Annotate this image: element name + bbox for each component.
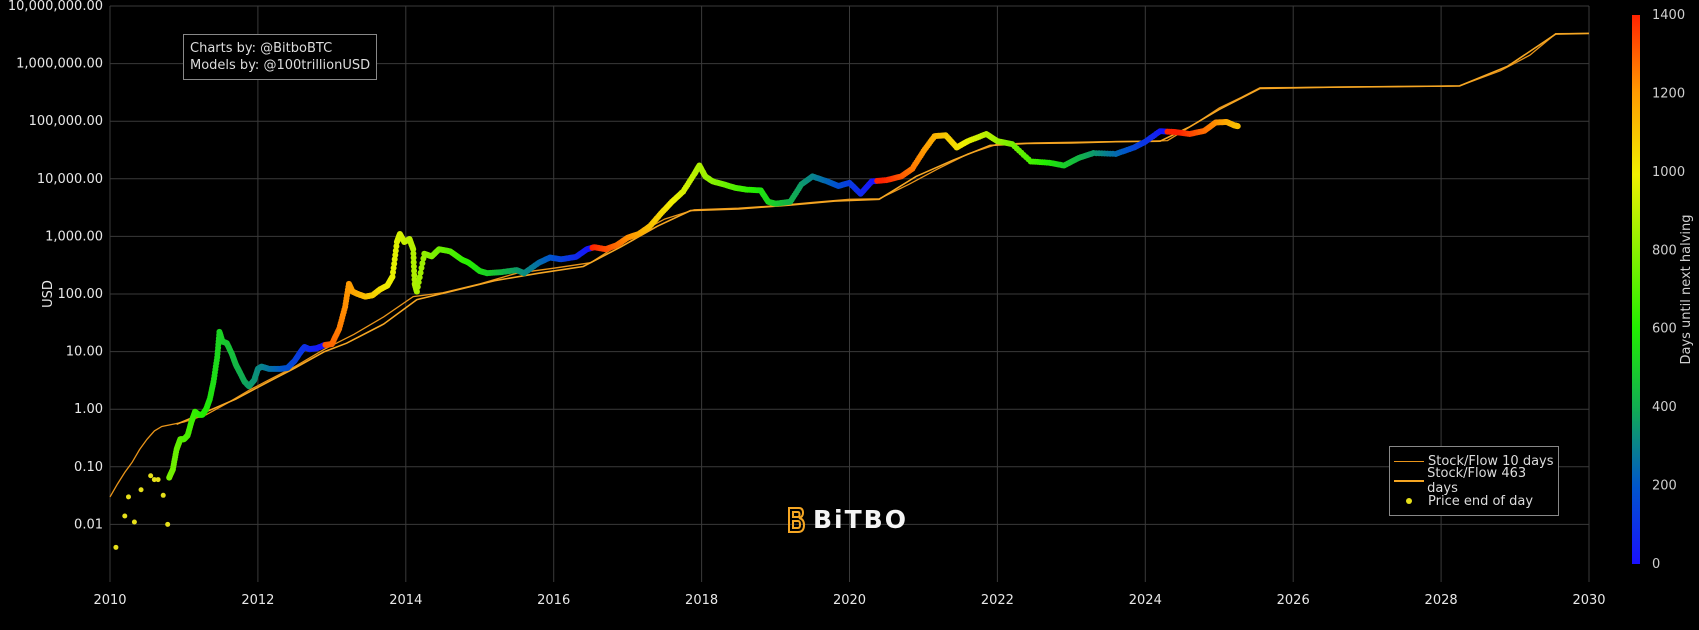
legend: Stock/Flow 10 days Stock/Flow 463 days P… (1389, 446, 1559, 516)
price-point[interactable] (418, 264, 425, 271)
colorbar: 0 200 400 600 800 1000 1200 1400 Days until next… (1632, 8, 1694, 572)
price-point[interactable] (155, 477, 161, 483)
y-tick-label: 1.00 (74, 402, 103, 417)
plot-area[interactable] (109, 32, 1590, 550)
x-tick-label: 2024 (1129, 593, 1162, 608)
price-point[interactable] (113, 544, 119, 550)
price-point[interactable] (410, 250, 417, 257)
y-tick-label: 100.00 (58, 287, 104, 302)
y-axis-title: USD (41, 280, 56, 308)
legend-item-price[interactable]: Price end of day (1390, 491, 1558, 511)
y-tick-label: 10,000,000.00 (8, 0, 103, 14)
colorbar-gradient (1632, 15, 1640, 564)
price-point[interactable] (138, 487, 144, 493)
x-tick-label: 2028 (1425, 593, 1458, 608)
price-point[interactable] (411, 267, 418, 274)
legend-label: Price end of day (1428, 493, 1534, 509)
price-point[interactable] (148, 473, 154, 479)
x-tick-label: 2026 (1277, 593, 1310, 608)
legend-line-icon (1390, 480, 1427, 482)
x-tick-label: 2020 (833, 593, 866, 608)
colorbar-tick-label: 200 (1652, 479, 1677, 494)
x-tick-label: 2018 (685, 593, 718, 608)
price-point[interactable] (122, 513, 128, 519)
grid (109, 5, 1590, 582)
price-point[interactable] (165, 521, 171, 527)
price-point[interactable] (417, 269, 424, 276)
y-tick-label: 100,000.00 (29, 114, 103, 129)
price-point[interactable] (416, 274, 423, 281)
price-point[interactable] (410, 259, 417, 266)
colorbar-tick-label: 1200 (1652, 86, 1685, 101)
bitbo-logo-icon (788, 506, 805, 533)
colorbar-tick-label: 1400 (1652, 8, 1685, 23)
price-point[interactable] (410, 246, 417, 253)
colorbar-tick-label: 600 (1652, 322, 1677, 337)
colorbar-tick-label: 400 (1652, 400, 1677, 415)
price-point[interactable] (410, 254, 417, 261)
series-line-stock-flow-463-days[interactable] (176, 32, 1590, 425)
legend-label: Stock/Flow 10 days (1428, 453, 1554, 469)
y-tick-label: 10,000.00 (37, 172, 103, 187)
price-point[interactable] (389, 273, 396, 280)
price-point[interactable] (131, 519, 137, 525)
price-point[interactable] (125, 494, 131, 500)
colorbar-tick-label: 0 (1652, 557, 1660, 572)
price-point[interactable] (151, 477, 157, 483)
legend-item-sf10[interactable]: Stock/Flow 10 days (1390, 451, 1558, 471)
credits-line-2: Models by: @100trillionUSD (190, 58, 371, 73)
colorbar-title: Days until next halving (1679, 214, 1694, 364)
price-point[interactable] (411, 272, 418, 279)
brand-logo: BiTBO (785, 505, 908, 534)
price-point[interactable] (415, 279, 422, 286)
price-point[interactable] (410, 263, 417, 270)
legend-label: Stock/Flow 463 days (1427, 466, 1527, 496)
credits-line-1: Charts by: @BitboBTC (190, 41, 333, 56)
price-point[interactable] (413, 288, 420, 295)
x-tick-label: 2022 (981, 593, 1014, 608)
colorbar-tick-label: 1000 (1652, 165, 1685, 180)
x-tick-label: 2012 (241, 593, 274, 608)
x-tick-label: 2010 (93, 593, 126, 608)
x-tick-label: 2014 (389, 593, 422, 608)
legend-item-sf463[interactable]: Stock/Flow 463 days (1390, 466, 1558, 496)
y-tick-label: 1,000,000.00 (16, 57, 103, 72)
price-point[interactable] (414, 283, 421, 290)
price-point[interactable] (1234, 123, 1241, 130)
x-tick-label: 2016 (537, 593, 570, 608)
legend-dot-icon (1390, 498, 1428, 504)
y-tick-label: 1,000.00 (45, 229, 103, 244)
price-point[interactable] (392, 247, 399, 254)
credits-box: Charts by: @BitboBTC Models by: @100tril… (183, 34, 378, 80)
price-point[interactable] (419, 260, 426, 267)
y-tick-label: 10.00 (66, 345, 103, 360)
legend-line-thin-icon (1390, 460, 1428, 462)
x-tick-label: 2030 (1572, 593, 1605, 608)
colorbar-tick-label: 800 (1652, 243, 1677, 258)
y-tick-label: 0.10 (74, 460, 103, 475)
axes: 0.01 0.10 1.00 10.00 100.00 1,000.00 10,000.00… (8, 0, 1606, 608)
price-point[interactable] (160, 492, 166, 498)
y-tick-label: 0.01 (74, 517, 103, 532)
price-point[interactable] (391, 260, 398, 267)
brand-name: BiTBO (813, 505, 908, 534)
